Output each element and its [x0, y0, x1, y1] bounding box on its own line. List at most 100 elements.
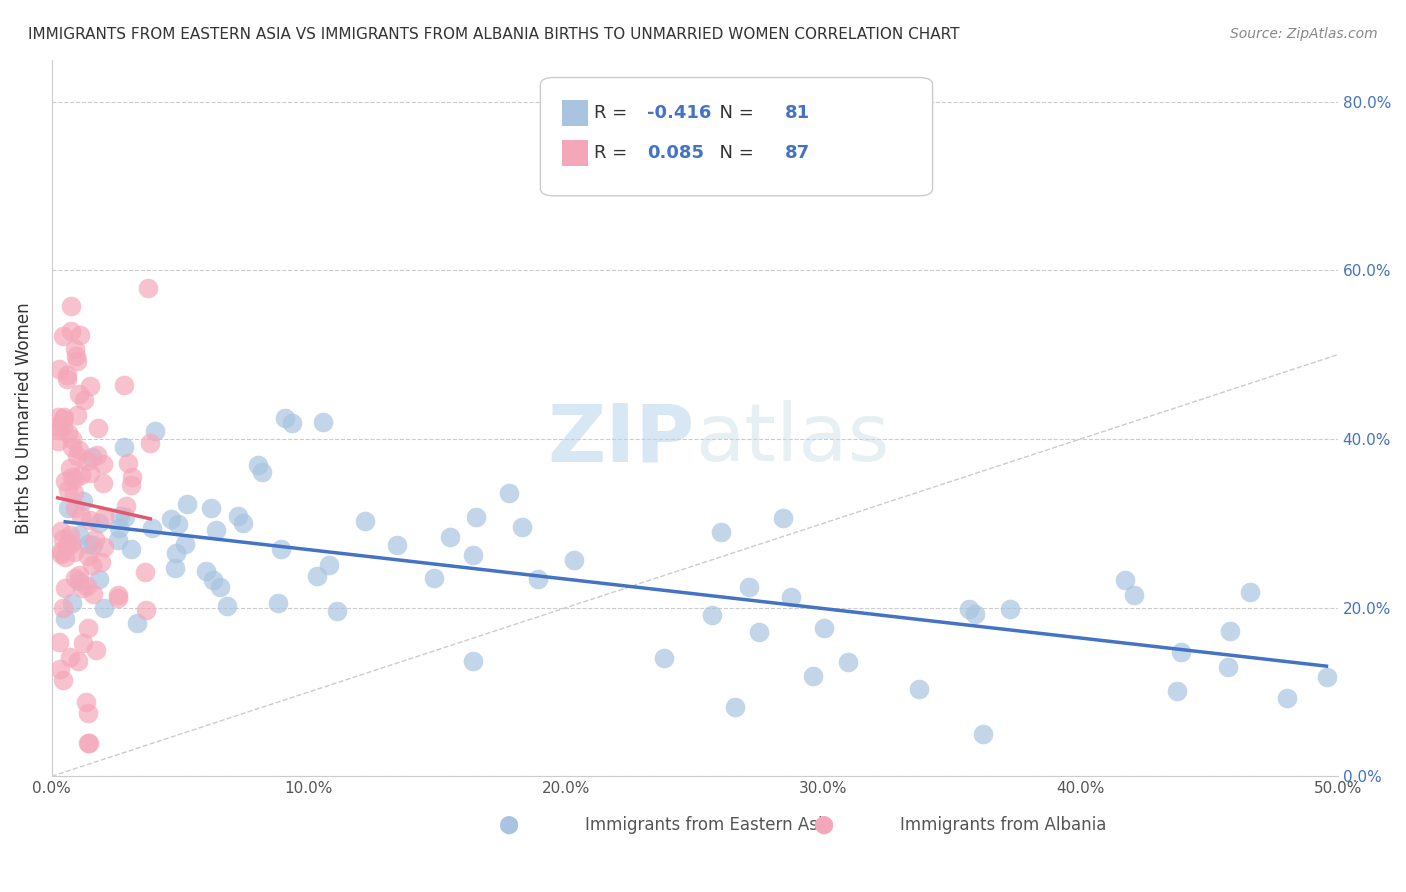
- Point: [84, 643, 107, 657]
- Point: [1170, 644, 1192, 658]
- Point: [82, 450, 104, 464]
- Text: Immigrants from Eastern Asia: Immigrants from Eastern Asia: [585, 815, 834, 834]
- Point: [66, 354, 89, 368]
- Point: [59, 649, 82, 664]
- Point: [167, 516, 190, 531]
- Point: [79, 466, 101, 480]
- Point: [65, 501, 87, 516]
- Point: [76, 735, 98, 749]
- Point: [58, 483, 80, 497]
- Point: [53, 410, 76, 425]
- Point: [112, 378, 135, 392]
- Point: [652, 650, 675, 665]
- Point: [87, 572, 110, 586]
- Point: [62, 545, 84, 559]
- Point: [93, 540, 115, 554]
- Point: [748, 625, 770, 640]
- Point: [59, 537, 82, 551]
- Point: [1123, 588, 1146, 602]
- Point: [67, 567, 90, 582]
- Point: [70, 508, 93, 523]
- Text: N =: N =: [707, 104, 759, 122]
- FancyBboxPatch shape: [562, 140, 588, 166]
- Point: [67, 527, 90, 541]
- Point: [77, 735, 100, 749]
- Point: [69, 327, 91, 342]
- Point: [52, 600, 75, 615]
- Point: [957, 602, 980, 616]
- Point: [83, 532, 105, 546]
- Point: [461, 654, 484, 668]
- Point: [134, 566, 156, 580]
- Point: [76, 549, 98, 563]
- Point: [67, 387, 90, 401]
- Point: [63, 571, 86, 585]
- Point: [247, 458, 270, 472]
- Point: [52, 411, 75, 425]
- Point: [77, 536, 100, 550]
- Point: [114, 509, 136, 524]
- FancyBboxPatch shape: [540, 78, 932, 195]
- Point: [87, 421, 110, 435]
- Point: [79, 513, 101, 527]
- Point: [562, 553, 585, 567]
- Point: [49, 547, 72, 561]
- Point: [423, 571, 446, 585]
- Point: [60, 324, 83, 338]
- Point: [1166, 684, 1188, 698]
- Point: [70, 468, 93, 483]
- Point: [63, 485, 86, 500]
- Point: [837, 655, 859, 669]
- Point: [772, 511, 794, 525]
- Point: [510, 520, 533, 534]
- Point: [174, 537, 197, 551]
- Text: 87: 87: [785, 144, 810, 161]
- Point: [1239, 584, 1261, 599]
- Point: [120, 478, 142, 492]
- Point: [1219, 624, 1241, 639]
- Point: [141, 520, 163, 534]
- Point: [52, 419, 75, 434]
- Point: [70, 581, 93, 595]
- Point: [58, 460, 80, 475]
- Point: [49, 663, 72, 677]
- Point: [498, 486, 520, 500]
- Point: [60, 440, 83, 454]
- Text: -0.416: -0.416: [647, 104, 711, 122]
- Point: [53, 549, 76, 564]
- Point: [59, 528, 82, 542]
- Point: [87, 516, 110, 530]
- Point: [67, 574, 90, 588]
- Point: [526, 572, 548, 586]
- Point: [165, 546, 187, 560]
- Point: [66, 450, 89, 464]
- Point: [60, 299, 83, 313]
- Point: [232, 516, 254, 531]
- Point: [1114, 574, 1136, 588]
- Point: [82, 587, 104, 601]
- Point: [46, 434, 69, 448]
- Y-axis label: Births to Unmarried Women: Births to Unmarried Women: [15, 302, 32, 533]
- Point: [52, 532, 75, 546]
- Point: [107, 521, 129, 535]
- Point: [72, 636, 94, 650]
- Text: R =: R =: [595, 104, 633, 122]
- Point: [52, 673, 75, 687]
- Point: [143, 425, 166, 439]
- Point: [49, 524, 72, 538]
- Point: [67, 442, 90, 457]
- Point: [55, 368, 77, 383]
- Point: [77, 706, 100, 720]
- Point: [90, 555, 112, 569]
- Point: [112, 440, 135, 454]
- Point: [75, 695, 97, 709]
- Point: [724, 700, 747, 714]
- Point: [439, 530, 461, 544]
- Point: [318, 558, 340, 572]
- Point: [305, 569, 328, 583]
- Text: IMMIGRANTS FROM EASTERN ASIA VS IMMIGRANTS FROM ALBANIA BIRTHS TO UNMARRIED WOME: IMMIGRANTS FROM EASTERN ASIA VS IMMIGRAN…: [28, 27, 960, 42]
- Point: [56, 425, 79, 440]
- Point: [205, 523, 228, 537]
- Point: [79, 379, 101, 393]
- Point: [72, 494, 94, 508]
